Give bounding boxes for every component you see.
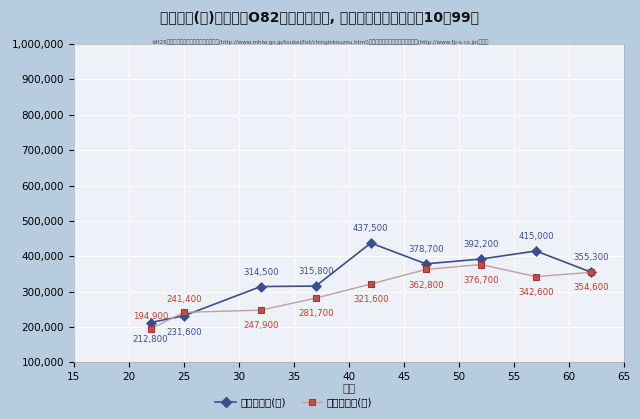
男性所定給(月) (587, 269, 595, 274)
Text: 354,600: 354,600 (573, 284, 609, 292)
女性所定給(月) (532, 274, 540, 279)
Text: 212,800: 212,800 (133, 335, 168, 344)
Text: 241,400: 241,400 (166, 295, 202, 304)
Text: 362,800: 362,800 (408, 281, 444, 290)
Text: 321,600: 321,600 (353, 295, 388, 304)
Text: 231,600: 231,600 (166, 328, 202, 337)
男性所定給(月) (477, 256, 484, 261)
Text: 342,600: 342,600 (518, 288, 554, 297)
Text: 247,900: 247,900 (243, 321, 278, 330)
女性所定給(月) (257, 308, 264, 313)
Text: ※H28年「厘労省賃金構造基本統計調査」(http://www.mhlw.go.jp/toukei/list/chinginkouzou.html)を基に安達社: ※H28年「厘労省賃金構造基本統計調査」(http://www.mhlw.go.… (151, 40, 489, 45)
男性所定給(月) (312, 284, 319, 289)
女性所定給(月) (180, 310, 188, 315)
女性所定給(月) (587, 270, 595, 275)
Text: 314,500: 314,500 (243, 268, 278, 277)
Line: 男性所定給(月): 男性所定給(月) (147, 240, 595, 326)
男性所定給(月) (147, 320, 154, 325)
女性所定給(月) (367, 282, 374, 287)
Text: 【所定給(月)】東京・O82その他の教育, 学習支援業・人数規樨10～99人: 【所定給(月)】東京・O82その他の教育, 学習支援業・人数規樨10～99人 (161, 10, 479, 24)
女性所定給(月) (477, 262, 484, 267)
Line: 女性所定給(月): 女性所定給(月) (148, 261, 594, 332)
X-axis label: 年齢: 年齢 (342, 383, 355, 393)
Text: 355,300: 355,300 (573, 253, 609, 262)
Text: 315,800: 315,800 (298, 267, 333, 277)
Text: 415,000: 415,000 (518, 232, 554, 241)
男性所定給(月) (257, 284, 264, 289)
Text: 281,700: 281,700 (298, 309, 333, 318)
Text: 376,700: 376,700 (463, 276, 499, 285)
Text: 392,200: 392,200 (463, 241, 499, 249)
男性所定給(月) (180, 313, 188, 318)
男性所定給(月) (532, 248, 540, 253)
女性所定給(月) (422, 267, 429, 272)
男性所定給(月) (367, 241, 374, 246)
Text: 194,900: 194,900 (133, 311, 168, 321)
女性所定給(月) (312, 296, 319, 301)
男性所定給(月) (422, 261, 429, 266)
Text: 378,700: 378,700 (408, 245, 444, 254)
Legend: 男性所定給(月), 女性所定給(月): 男性所定給(月), 女性所定給(月) (211, 393, 376, 411)
Text: 437,500: 437,500 (353, 224, 388, 233)
女性所定給(月) (147, 326, 154, 331)
